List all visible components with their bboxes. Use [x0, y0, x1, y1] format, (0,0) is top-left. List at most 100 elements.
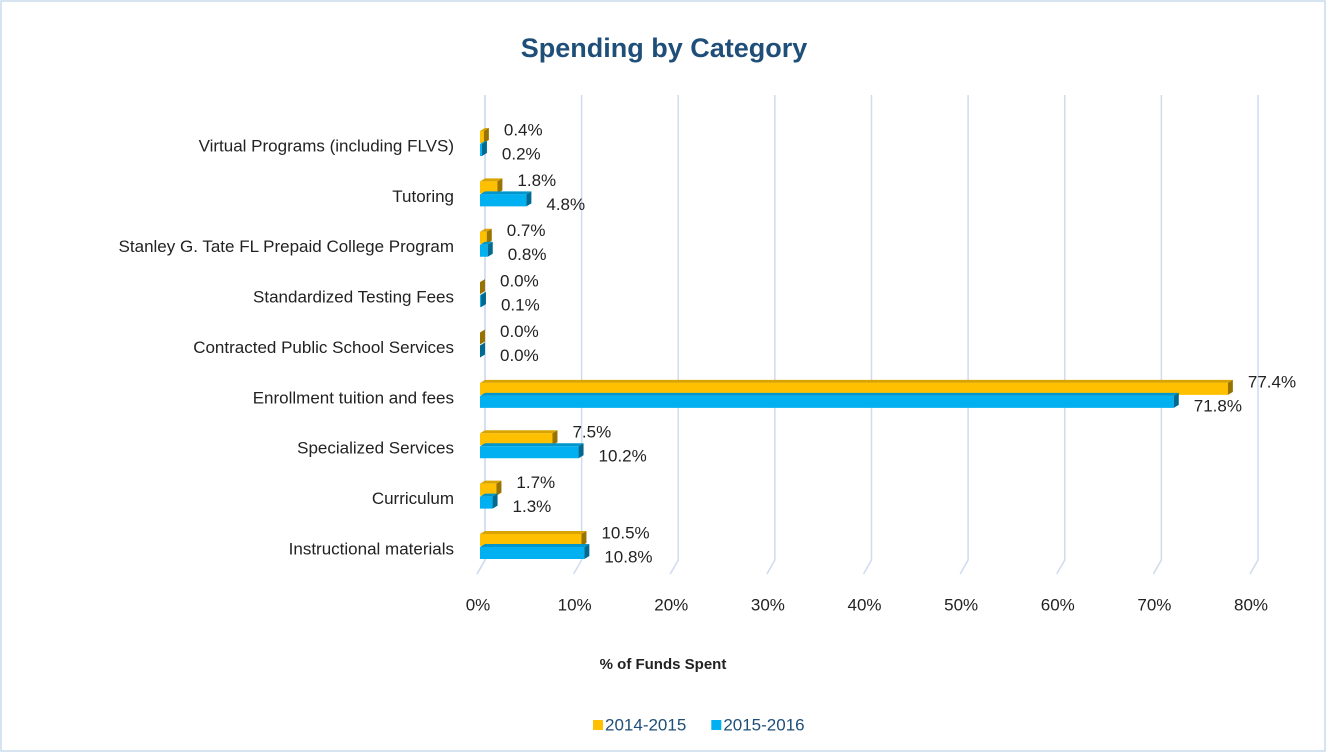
bar-top [480, 191, 532, 195]
bar-side [486, 228, 492, 244]
bar-front [480, 131, 484, 143]
bar-front [480, 144, 482, 156]
bar [480, 430, 558, 446]
bar-side [578, 443, 584, 459]
x-tick-label: 70% [1137, 595, 1171, 614]
x-axis-title: % of Funds Spent [600, 656, 727, 673]
x-tick-label: 0% [466, 595, 491, 614]
bar-side [480, 279, 485, 295]
x-tick-label: 60% [1041, 595, 1075, 614]
bar-side [526, 191, 532, 207]
grid-line [669, 95, 679, 575]
y-tick-label: Virtual Programs (including FLVS) [199, 136, 454, 155]
grid-line [1152, 95, 1163, 575]
bar-top [480, 392, 1179, 396]
chart-title: Spending by Category [521, 33, 808, 63]
bar-side [483, 128, 489, 143]
data-label: 0.8% [508, 245, 547, 264]
data-label: 0.0% [500, 322, 539, 341]
bar [480, 292, 486, 308]
bar-front [480, 534, 582, 546]
y-tick-label: Instructional materials [289, 539, 454, 558]
grid-line [1056, 95, 1066, 575]
data-label: 0.2% [502, 144, 541, 163]
bar-top [480, 178, 503, 182]
data-label: 77.4% [1248, 372, 1296, 391]
x-tick-label: 50% [944, 595, 978, 614]
bar [480, 379, 1233, 395]
bar-front [480, 231, 487, 244]
bar-side [496, 480, 502, 496]
bar-front [480, 244, 488, 257]
bar-top [480, 128, 489, 131]
bar-top [480, 544, 590, 547]
bar-side [480, 292, 486, 308]
data-label: 71.8% [1194, 396, 1242, 415]
bar-front [480, 483, 497, 496]
legend-label: 2014-2015 [605, 715, 686, 734]
bar-side [492, 493, 498, 509]
bar [480, 493, 498, 509]
bar-side [581, 531, 587, 546]
bar-top [480, 292, 486, 296]
bar-side [1227, 379, 1233, 395]
bar-side [481, 141, 487, 156]
grid-line [959, 95, 969, 575]
bar-side [487, 241, 493, 257]
bar [480, 480, 502, 496]
data-label: 0.0% [500, 346, 539, 365]
bar [480, 392, 1179, 408]
data-label: 10.5% [601, 523, 649, 542]
x-tick-label: 30% [751, 595, 785, 614]
bar-front [480, 395, 1174, 408]
bar-top [480, 531, 587, 534]
x-tick-label: 20% [654, 595, 688, 614]
legend-swatch [593, 720, 603, 730]
data-label: 1.3% [513, 497, 552, 516]
data-label: 10.2% [599, 447, 647, 466]
legend-label: 2015-2016 [723, 715, 804, 734]
bar-front [480, 433, 553, 446]
bar-top [480, 141, 487, 144]
x-tick-label: 80% [1234, 595, 1268, 614]
data-label: 4.8% [546, 195, 585, 214]
bar-front [480, 194, 527, 207]
bar-side [552, 430, 558, 446]
bar [480, 241, 493, 257]
data-label: 7.5% [572, 423, 611, 442]
bar-top [480, 241, 493, 245]
grid-line [572, 95, 583, 575]
bar-front [480, 181, 498, 194]
y-tick-label: Curriculum [372, 489, 454, 508]
bar-side [480, 342, 485, 358]
legend-swatch [711, 720, 722, 730]
bar-top [480, 228, 492, 232]
bar-side [1173, 392, 1179, 408]
bar [480, 531, 587, 546]
grid-line [766, 95, 776, 575]
bar-side [497, 178, 503, 194]
bar-front [480, 382, 1228, 395]
bar [480, 443, 584, 459]
x-tick-label: 40% [847, 595, 881, 614]
grid-line [862, 95, 873, 575]
bar [480, 178, 503, 194]
bar [480, 128, 489, 143]
y-tick-label: Specialized Services [297, 439, 454, 458]
bar [480, 191, 532, 207]
data-label: 1.7% [516, 473, 555, 492]
bar-top [480, 379, 1233, 383]
y-tick-label: Tutoring [392, 187, 454, 206]
y-tick-label: Stanley G. Tate FL Prepaid College Progr… [119, 237, 454, 256]
data-label: 0.4% [504, 120, 543, 139]
bar-top [480, 480, 502, 484]
bar-front [480, 446, 579, 459]
data-label: 0.7% [507, 221, 546, 240]
data-label: 0.1% [501, 296, 540, 315]
y-tick-label: Standardized Testing Fees [253, 288, 454, 307]
bar-front [480, 295, 481, 308]
data-label: 1.8% [517, 171, 556, 190]
bar [480, 141, 487, 156]
